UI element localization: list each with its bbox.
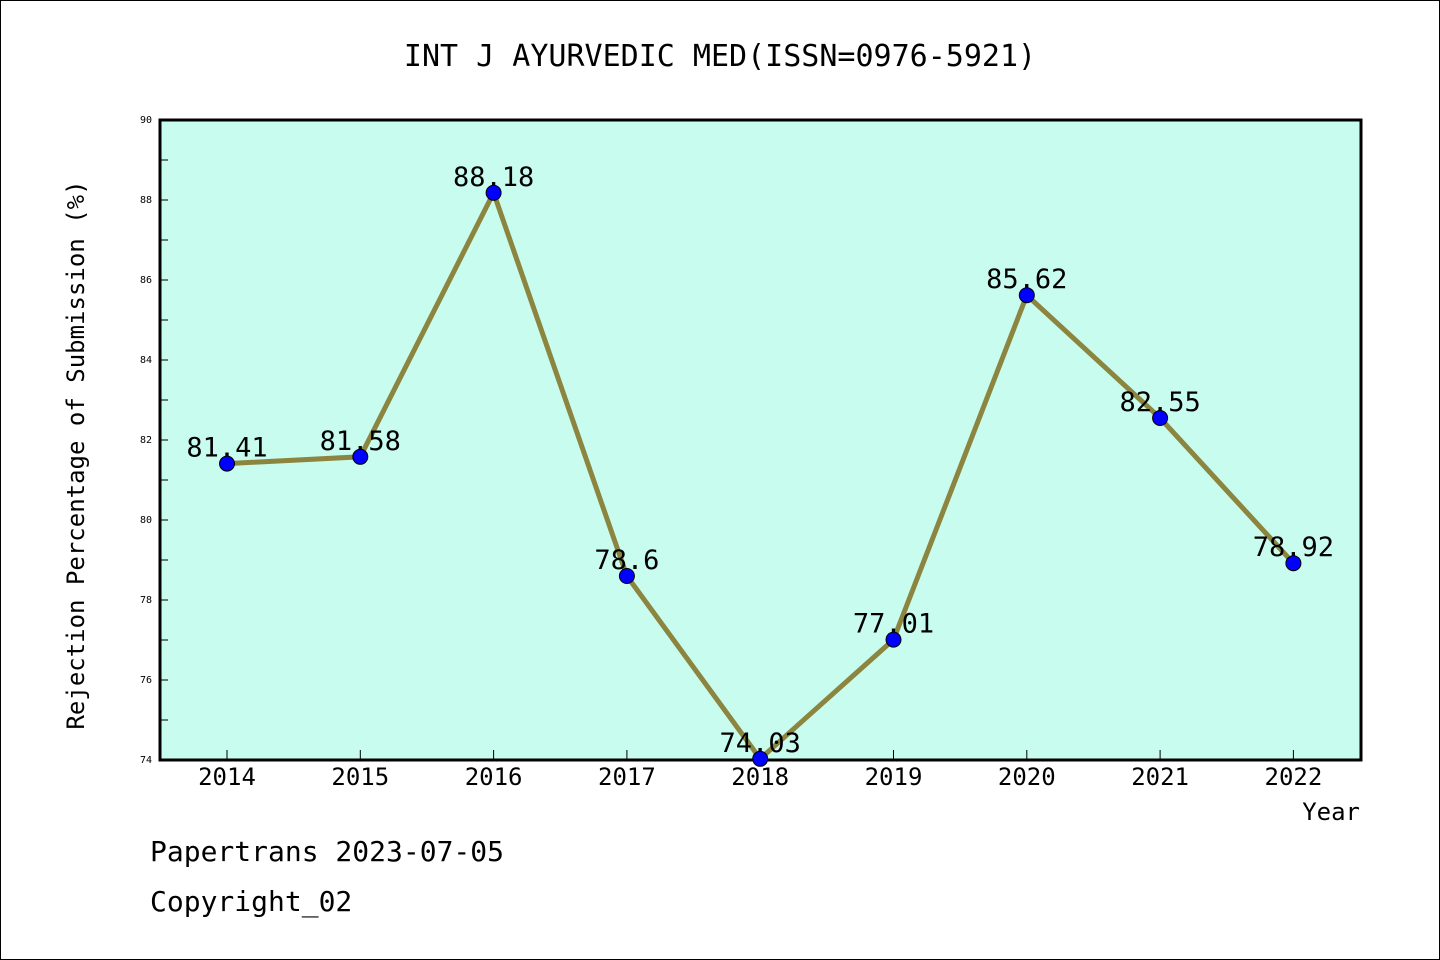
data-label: 81.41 [186,433,267,464]
chart-title: INT J AYURVEDIC MED(ISSN=0976-5921) [404,39,1036,74]
x-tick-label: 2019 [865,763,923,791]
x-tick-label: 2022 [1265,763,1323,791]
data-point [618,568,635,584]
x-tick-label: 2018 [731,763,789,791]
data-label: 77.01 [853,609,934,640]
y-tick-label: 88 [140,195,152,206]
x-axis-ticks: 2014 2015 2016 2017 2018 2019 2020 2021 2022 [198,750,1322,791]
y-tick-label: 86 [140,275,152,286]
data-point [1285,555,1302,572]
data-point [219,455,235,472]
x-tick-label: 2014 [198,763,256,791]
data-label: 88.18 [453,162,534,193]
data-point [885,631,902,648]
y-tick-label: 74 [140,755,152,766]
x-tick-label: 2017 [598,763,656,791]
x-tick-label: 2015 [331,763,389,791]
y-axis-label: Rejection Percentage of Submission (%) [62,180,90,729]
y-axis-ticks: 74 76 78 80 82 84 86 88 90 [140,115,168,766]
x-tick-label: 2021 [1131,763,1189,791]
footer-copyright: Copyright_02 [150,885,353,918]
plot-area [158,118,1363,762]
data-label: 74.03 [720,728,801,759]
x-tick-label: 2016 [465,763,523,791]
data-point [752,750,769,767]
x-tick-label: 2020 [998,763,1056,791]
data-point [1018,287,1035,304]
data-label: 78.92 [1253,532,1334,563]
y-tick-label: 82 [140,435,152,446]
data-point [352,448,369,465]
data-point [1152,410,1169,426]
footer-source: Papertrans 2023-07-05 [150,835,505,868]
x-axis-label: Year [1302,798,1360,826]
y-tick-label: 76 [140,675,152,686]
data-point [485,184,502,201]
data-label: 78.6 [594,545,659,576]
y-tick-label: 90 [140,115,152,126]
data-label: 82.55 [1119,387,1200,418]
y-tick-label: 84 [140,355,152,366]
data-label: 81.58 [320,426,401,457]
y-tick-label: 78 [140,595,152,606]
series-group: 81.41 81.58 88.18 78.6 74.03 77.01 85.62 82.55 7… [186,162,1334,767]
data-label: 85.62 [986,264,1067,295]
y-tick-label: 80 [140,515,152,526]
